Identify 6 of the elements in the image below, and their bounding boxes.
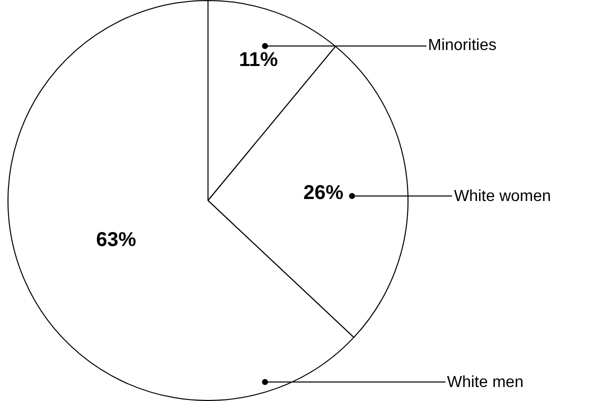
slice-label: White men <box>447 374 524 391</box>
data-label: 26% <box>303 182 344 204</box>
slice-label: Minorities <box>428 37 496 54</box>
data-label: 11% <box>239 48 278 71</box>
slice-label: White women <box>454 188 551 205</box>
data-label: 63% <box>96 229 136 252</box>
